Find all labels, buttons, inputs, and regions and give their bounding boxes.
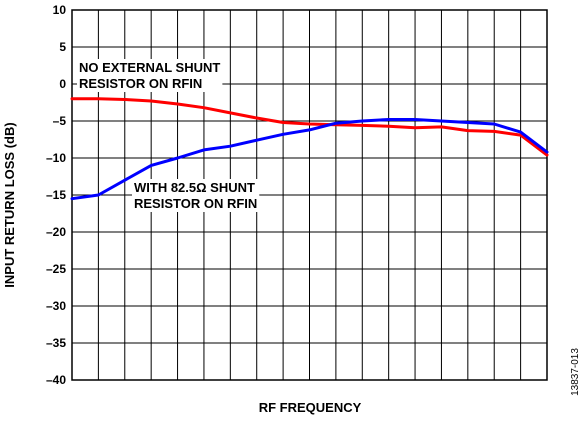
y-tick-label: –30: [46, 299, 66, 313]
y-tick-label: 0: [59, 77, 66, 91]
series-line-0: [70, 97, 549, 157]
annotation-no-shunt-line-1: NO EXTERNAL SHUNT: [79, 60, 220, 75]
annotation-with-shunt-line-2: RESISTOR ON RFIN: [134, 196, 257, 211]
x-axis-label: RF FREQUENCY: [259, 400, 362, 415]
series-line-1: [70, 118, 549, 201]
annotation-background-1: [132, 179, 260, 212]
y-tick-label: –25: [46, 262, 66, 276]
plot-frame: [71, 9, 548, 381]
y-tick-label: 5: [59, 40, 66, 54]
y-tick-label: –10: [46, 151, 66, 165]
y-tick-label: –5: [53, 114, 67, 128]
annotations: NO EXTERNAL SHUNT RESISTOR ON RFIN WITH …: [77, 59, 260, 212]
y-tick-label: –35: [46, 336, 66, 350]
figure-id: 13837-013: [570, 348, 581, 396]
y-tick-label: 10: [53, 3, 67, 17]
y-tick-label: –15: [46, 188, 66, 202]
y-tick-label: –40: [46, 373, 66, 387]
y-tick-labels: 10 5 0 –5 –10 –15 –20 –25 –30 –35 –40: [46, 3, 66, 387]
annotation-no-shunt-line-2: RESISTOR ON RFIN: [79, 76, 202, 91]
annotation-with-shunt-line-1: WITH 82.5Ω SHUNT: [134, 180, 255, 195]
y-axis-label: INPUT RETURN LOSS (dB): [2, 122, 17, 287]
annotation-background-0: [77, 59, 223, 92]
series-lines: [70, 97, 549, 201]
y-tick-label: –20: [46, 225, 66, 239]
